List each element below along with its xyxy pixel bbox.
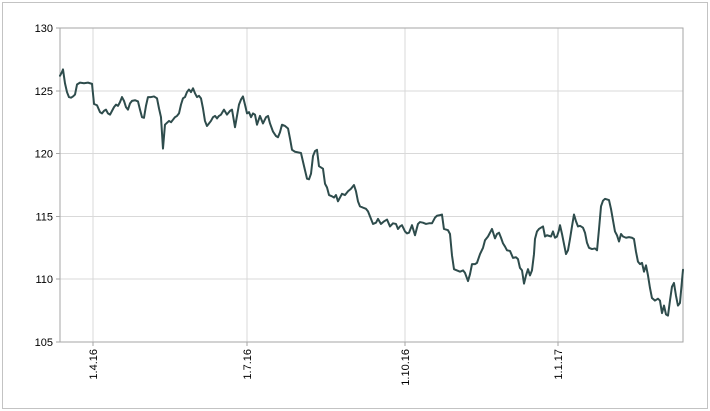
x-tick-label: 1.4.16 (88, 349, 100, 380)
x-tick-label: 1.7.16 (242, 349, 254, 380)
y-tick-label: 110 (35, 274, 53, 286)
y-tick-label: 125 (35, 86, 53, 98)
y-tick-label: 105 (35, 337, 53, 349)
plot-border (59, 27, 684, 343)
price-line (59, 68, 684, 317)
y-tick-label: 120 (35, 149, 53, 161)
x-tick-label: 1.1.17 (553, 349, 565, 380)
x-tick-label: 1.10.16 (400, 349, 412, 386)
y-tick-label: 130 (35, 23, 53, 35)
y-tick-label: 115 (35, 211, 53, 223)
